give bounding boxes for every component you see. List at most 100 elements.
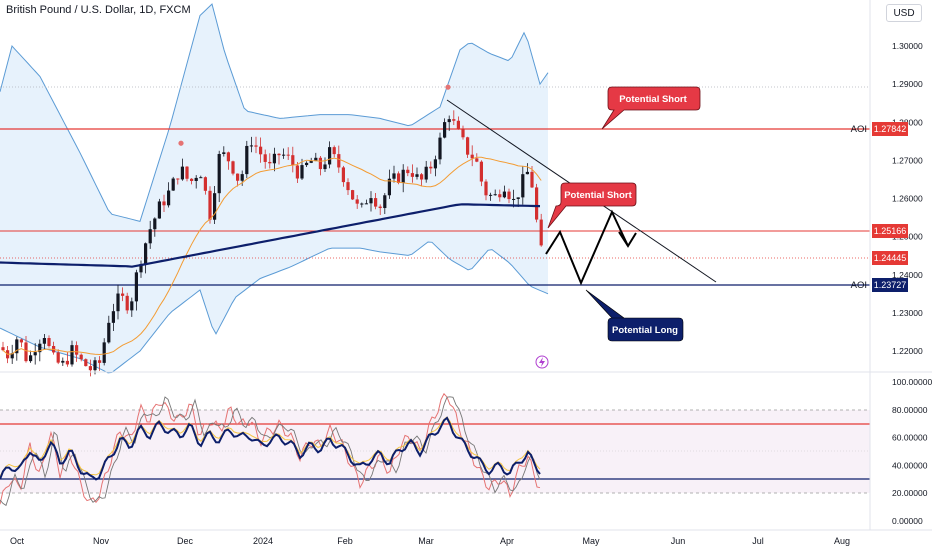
candle-body: [70, 345, 74, 365]
candle-body: [153, 218, 157, 230]
level-label-resistance: 1.25166: [872, 224, 908, 238]
candle-body: [148, 229, 152, 244]
candle-body: [15, 339, 19, 354]
candle-body: [351, 190, 355, 200]
candle-body: [364, 203, 368, 205]
candle-body: [461, 128, 465, 138]
peak-marker: [445, 84, 451, 90]
candle-body: [75, 345, 79, 355]
candle-body: [521, 174, 525, 198]
candle-body: [144, 243, 148, 264]
candle-body: [56, 352, 60, 363]
bollinger-lower-band: [0, 241, 549, 374]
candle-body: [447, 119, 451, 123]
candle-body: [415, 174, 419, 177]
time-tick-label: Aug: [834, 536, 850, 546]
time-tick-label: Oct: [10, 536, 25, 546]
candle-body: [47, 338, 51, 346]
oscillator-tick-label: 80.00000: [892, 405, 928, 415]
price-tick-label: 1.23000: [892, 308, 923, 318]
candle-body: [38, 343, 42, 353]
candle-body: [157, 201, 161, 219]
candle-body: [19, 339, 23, 343]
candle-body: [203, 177, 207, 191]
candle-body: [475, 158, 479, 162]
candle-body: [484, 181, 488, 196]
candle-body: [295, 165, 299, 179]
projected-arrow-head: [618, 231, 637, 248]
candle-body: [470, 154, 474, 159]
candle-body: [167, 190, 171, 206]
candle-body: [125, 295, 129, 311]
time-tick-label: Mar: [418, 536, 434, 546]
candle-body: [98, 360, 102, 363]
candle-body: [406, 169, 410, 174]
moving-average-long: [0, 203, 541, 268]
candle-body: [286, 154, 290, 156]
time-tick-label: Nov: [93, 536, 110, 546]
candle-body: [130, 301, 134, 311]
candle-body: [33, 352, 37, 356]
price-axis: 1.300001.290001.280001.270001.260001.250…: [892, 41, 923, 356]
candle-body: [512, 198, 516, 200]
candle-body: [314, 157, 318, 161]
candle-body: [410, 173, 414, 177]
candle-body: [116, 293, 120, 312]
projected-price-path: [545, 209, 629, 286]
candle-body: [1, 347, 5, 351]
candle-body: [443, 122, 447, 138]
candle-body: [535, 187, 539, 220]
stoch-d-line: [0, 396, 541, 507]
peak-marker: [178, 140, 184, 146]
candle-body: [107, 322, 111, 343]
candle-body: [479, 161, 483, 182]
callout-potential-long: Potential Long: [585, 289, 684, 342]
candle-body: [42, 338, 46, 344]
time-tick-label: May: [582, 536, 600, 546]
candle-body: [254, 145, 258, 147]
callout-label: Potential Short: [564, 190, 632, 201]
candle-body: [438, 137, 442, 160]
candle-body: [318, 157, 322, 170]
callout-potential-short-top: Potential Short: [601, 86, 701, 130]
candle-body: [272, 153, 276, 164]
candle-body: [378, 206, 382, 209]
candle-body: [337, 154, 341, 168]
candle-body: [180, 166, 184, 180]
candle-body: [309, 160, 313, 163]
candle-body: [291, 155, 295, 166]
candle-body: [217, 153, 221, 194]
price-tick-label: 1.26000: [892, 194, 923, 204]
candle-body: [392, 173, 396, 179]
candle-body: [162, 201, 166, 206]
candle-body: [190, 178, 194, 181]
candle-body: [341, 167, 345, 183]
time-tick-label: Jun: [671, 536, 686, 546]
price-tick-label: 1.29000: [892, 79, 923, 89]
candle-body: [387, 178, 391, 196]
level-label-aoi-bottom: AOI 1.23727: [851, 278, 908, 292]
oscillator-tick-label: 40.00000: [892, 460, 928, 470]
candle-body: [516, 197, 520, 199]
aoi-label: AOI: [851, 280, 867, 291]
candle-body: [171, 178, 175, 191]
lightning-icon[interactable]: [535, 355, 549, 369]
candle-body: [507, 191, 511, 200]
candle-body: [185, 166, 189, 179]
candle-body: [374, 198, 378, 207]
candle-body: [282, 154, 286, 156]
oscillator-tick-label: 20.00000: [892, 488, 928, 498]
candle-body: [222, 152, 226, 154]
currency-selector[interactable]: USD: [886, 4, 922, 22]
candle-body: [346, 182, 350, 191]
candle-body: [29, 355, 33, 362]
level-value: 1.25166: [874, 226, 907, 236]
price-tick-label: 1.24000: [892, 270, 923, 280]
candle-body: [176, 178, 180, 180]
candle-body: [263, 154, 267, 162]
candle-body: [300, 165, 304, 179]
candle-body: [93, 360, 97, 371]
candle-body: [249, 145, 253, 147]
candle-body: [268, 161, 272, 164]
